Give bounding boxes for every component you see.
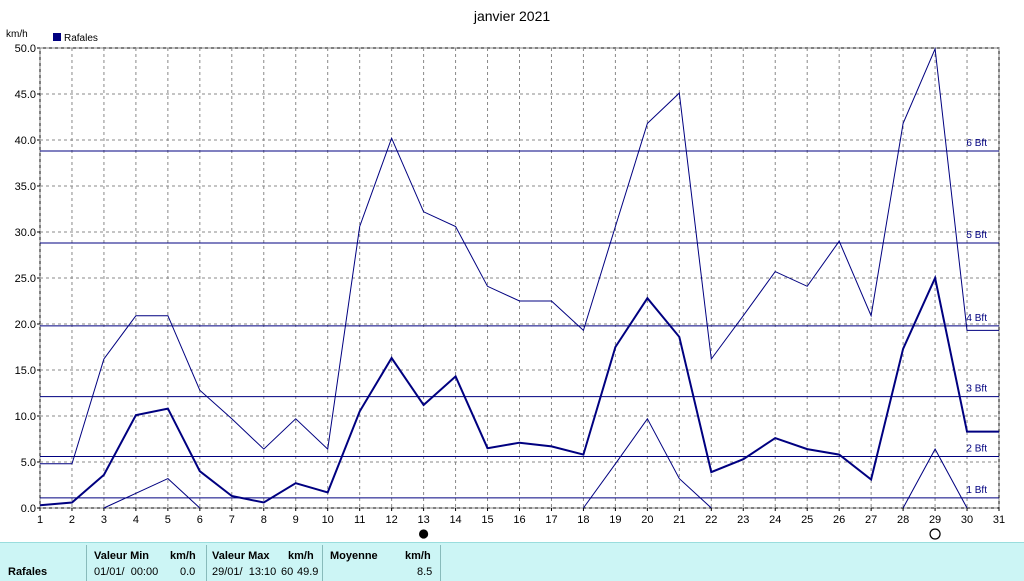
x-tick-label: 2 [69, 514, 75, 526]
beaufort-label: 4 Bft [966, 313, 987, 324]
x-tick-label: 18 [577, 514, 589, 526]
x-tick-label: 23 [737, 514, 749, 526]
y-tick-label: 30.0 [15, 227, 36, 239]
legend-swatch [53, 33, 61, 41]
mean-series-line [39, 274, 999, 507]
x-tick-label: 11 [354, 514, 365, 526]
x-tick-label: 6 [197, 514, 203, 526]
x-tick-label: 1 [37, 514, 43, 526]
y-tick-label: 20.0 [15, 319, 36, 331]
max-header: Valeur Max [212, 550, 270, 562]
max-date: 29/01/ 13:10 [212, 566, 277, 578]
x-tick-label: 31 [993, 514, 1005, 526]
x-tick-label: 24 [769, 514, 781, 526]
x-tick-label: 15 [481, 514, 493, 526]
x-tick-label: 16 [513, 514, 525, 526]
x-tick-label: 13 [417, 514, 429, 526]
x-tick-label: 30 [961, 514, 973, 526]
max-value: 49.9 [297, 566, 319, 578]
chart-title: janvier 2021 [473, 8, 550, 24]
x-tick-label: 10 [322, 514, 334, 526]
beaufort-label: 1 Bft [966, 485, 987, 496]
avg-value: 8.5 [417, 566, 433, 578]
stats-panel: Rafales Valeur Min km/h 01/01/ 00:00 0.0… [0, 542, 1024, 581]
x-tick-label: 17 [545, 514, 557, 526]
new-moon-icon [419, 529, 429, 539]
y-axis-label: km/h [6, 29, 28, 40]
x-tick-label: 29 [929, 514, 941, 526]
y-tick-label: 0.0 [21, 503, 36, 515]
beaufort-label: 2 Bft [966, 443, 987, 454]
min-header: Valeur Min [94, 550, 150, 562]
x-tick-label: 28 [897, 514, 909, 526]
x-tick-label: 21 [673, 514, 685, 526]
x-tick-label: 3 [101, 514, 107, 526]
x-tick-label: 9 [293, 514, 299, 526]
min-series-line [582, 417, 712, 509]
stats-separator [440, 545, 441, 581]
x-tick-label: 5 [165, 514, 171, 526]
min-value: 0.0 [180, 566, 196, 578]
max-unit: km/h [288, 550, 314, 562]
plot-area: 0.0 5.0 10.0 15.0 20.0 25.0 30.0 35.0 40.0 45.0 50… [15, 43, 1005, 540]
stats-separator [86, 545, 87, 581]
max-series-line [40, 46, 999, 465]
min-date: 01/01/ 00:00 [94, 566, 159, 578]
avg-unit: km/h [405, 550, 431, 562]
y-tick-label: 50.0 [15, 43, 36, 55]
y-tick-label: 10.0 [15, 411, 36, 423]
y-tick-label: 5.0 [21, 457, 36, 469]
legend-label: Rafales [64, 33, 98, 44]
y-tick-label: 15.0 [15, 365, 36, 377]
max-extra: 60 [281, 566, 294, 578]
y-tick-label: 35.0 [15, 181, 36, 193]
x-tick-label: 27 [865, 514, 877, 526]
stats-separator [322, 545, 323, 581]
x-tick-label: 8 [261, 514, 267, 526]
x-tick-label: 22 [705, 514, 717, 526]
stats-separator [206, 545, 207, 581]
x-tick-label: 7 [229, 514, 235, 526]
gust-chart: janvier 2021 km/h Rafales 0.0 5.0 10.0 15.0… [6, 8, 1005, 540]
beaufort-label: 3 Bft [966, 384, 987, 395]
beaufort-label: 5 Bft [966, 230, 987, 241]
x-tick-label: 20 [641, 514, 653, 526]
x-tick-label: 26 [833, 514, 845, 526]
y-tick-label: 45.0 [15, 89, 36, 101]
min-unit: km/h [170, 550, 196, 562]
full-moon-icon [929, 528, 941, 540]
x-tick-label: 4 [133, 514, 139, 526]
avg-header: Moyenne [330, 550, 378, 562]
min-series-line [103, 478, 201, 509]
x-tick-label: 14 [449, 514, 461, 526]
stats-row-label: Rafales [8, 566, 48, 578]
y-tick-label: 40.0 [15, 135, 36, 147]
x-tick-label: 25 [801, 514, 813, 526]
min-series-line [902, 448, 968, 509]
x-tick-label: 19 [609, 514, 621, 526]
beaufort-label: 6 Bft [966, 138, 987, 149]
y-tick-label: 25.0 [15, 273, 36, 285]
x-tick-label: 12 [386, 514, 398, 526]
